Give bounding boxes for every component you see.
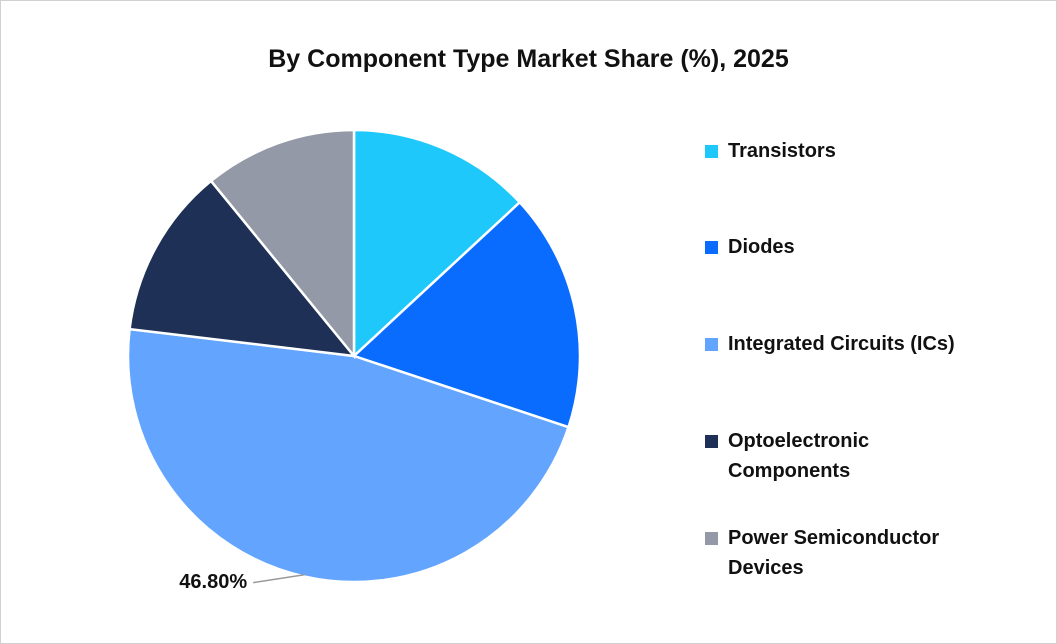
legend-swatch	[705, 338, 718, 351]
legend-swatch	[705, 435, 718, 448]
pie-slice	[126, 327, 571, 584]
legend-label: Diodes	[728, 236, 795, 258]
pie-slice	[128, 179, 357, 358]
legend-item: Optoelectronic Components	[705, 426, 1025, 486]
legend-swatch	[705, 145, 718, 158]
legend-label: Optoelectronic Components	[728, 430, 870, 482]
legend-item: Transistors	[705, 136, 1025, 166]
legend-label: Transistors	[728, 140, 836, 162]
data-label: 46.80%	[179, 571, 247, 593]
legend-item: Integrated Circuits (ICs)	[705, 329, 1025, 359]
pie-slice	[352, 128, 522, 359]
legend-item: Power Semiconductor Devices	[705, 523, 1025, 583]
chart-title: By Component Type Market Share (%), 2025	[268, 45, 789, 73]
legend-label: Power Semiconductor Devices	[728, 527, 940, 579]
legend-label: Integrated Circuits (ICs)	[728, 333, 955, 355]
legend-swatch	[705, 532, 718, 545]
pie-slice	[209, 128, 356, 360]
legend-item: Diodes	[705, 232, 1025, 262]
leader-line	[253, 573, 306, 584]
legend-swatch	[705, 241, 718, 254]
pie-slice	[351, 200, 582, 429]
